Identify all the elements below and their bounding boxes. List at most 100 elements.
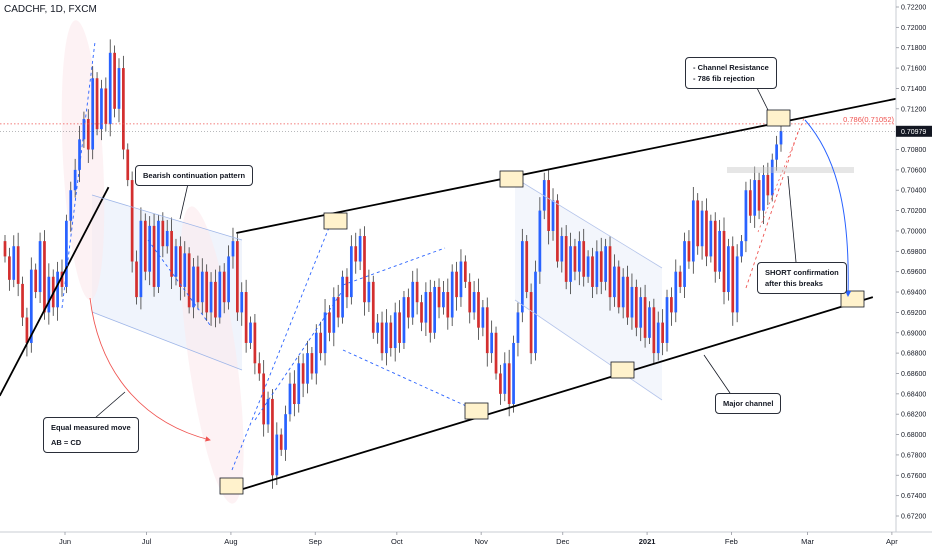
time-tick-label: Mar bbox=[801, 537, 814, 546]
time-tick-label: Jun bbox=[59, 537, 71, 546]
candle-body bbox=[91, 78, 95, 150]
candle-body bbox=[485, 307, 489, 354]
price-tick-label: 0.72200 bbox=[901, 5, 926, 12]
candle-body bbox=[731, 246, 735, 313]
candle-body bbox=[196, 266, 200, 303]
dashed-pattern-line bbox=[342, 349, 476, 411]
candle-body bbox=[411, 281, 415, 318]
time-tick-label: Sep bbox=[309, 537, 322, 546]
candle-body bbox=[582, 241, 586, 277]
candle-body bbox=[113, 52, 116, 109]
candle-body bbox=[766, 174, 770, 196]
candle-body bbox=[516, 312, 520, 343]
candle-body bbox=[214, 281, 217, 318]
candle-body bbox=[336, 297, 340, 318]
candle-body bbox=[95, 78, 99, 130]
candle-body bbox=[135, 261, 138, 298]
desc-upper-edge bbox=[514, 177, 663, 269]
candle-body bbox=[591, 256, 594, 287]
candle-body bbox=[748, 190, 752, 216]
candle-body bbox=[428, 292, 432, 333]
touch-highlight-box bbox=[464, 402, 489, 420]
price-axis-bg bbox=[896, 0, 932, 550]
candle-body bbox=[477, 292, 480, 328]
price-tick-label: 0.70200 bbox=[901, 208, 926, 215]
candle-body bbox=[770, 159, 774, 196]
candle-body bbox=[165, 230, 169, 247]
candle-body bbox=[534, 271, 537, 354]
candle-body bbox=[389, 322, 393, 349]
candle-body bbox=[691, 200, 695, 262]
candle-body bbox=[402, 297, 406, 343]
candle-body bbox=[73, 169, 77, 191]
candle-body bbox=[705, 210, 708, 257]
candle-body bbox=[481, 307, 485, 328]
candle-body bbox=[700, 210, 704, 247]
candle-body bbox=[139, 220, 143, 298]
time-tick-label: Oct bbox=[391, 537, 404, 546]
candle-body bbox=[472, 292, 476, 313]
note-short-confirmation: SHORT confirmation after this breaks bbox=[757, 262, 847, 294]
price-tick-label: 0.68600 bbox=[901, 371, 926, 378]
candle-body bbox=[319, 332, 323, 354]
candle-body bbox=[652, 307, 656, 354]
note-short-line2: after this breaks bbox=[765, 279, 823, 288]
candle-body bbox=[455, 271, 458, 298]
candle-body bbox=[297, 363, 301, 405]
price-tick-label: 0.69800 bbox=[901, 249, 926, 256]
candle-body bbox=[279, 434, 283, 450]
candle-body bbox=[398, 312, 401, 343]
candle-body bbox=[249, 322, 252, 343]
candle-body bbox=[314, 332, 318, 374]
candle-body bbox=[661, 322, 664, 343]
candle-body bbox=[236, 241, 239, 313]
note-major-channel: Major channel bbox=[715, 393, 782, 414]
candle-body bbox=[648, 307, 651, 338]
price-tick-label: 0.70000 bbox=[901, 228, 926, 235]
candle-body bbox=[529, 292, 533, 354]
dashed-pattern-line bbox=[61, 41, 96, 309]
note-bearish-text: Bearish continuation pattern bbox=[143, 171, 246, 180]
time-tick-label: Jul bbox=[142, 537, 152, 546]
candle-body bbox=[301, 363, 305, 384]
candle-body bbox=[341, 276, 344, 318]
candle-body bbox=[757, 180, 761, 211]
candle-body bbox=[595, 251, 599, 287]
candle-body bbox=[328, 312, 331, 333]
candle-body bbox=[310, 353, 314, 374]
candle-body bbox=[179, 246, 182, 287]
candle-body bbox=[446, 292, 450, 318]
candle-body bbox=[354, 246, 358, 262]
candle-body bbox=[463, 261, 467, 282]
candle-body bbox=[450, 271, 454, 318]
price-tick-label: 0.69200 bbox=[901, 310, 926, 317]
candle-body bbox=[437, 286, 441, 308]
forecast-arrow bbox=[804, 119, 852, 297]
note-resist-line2: - 786 fib rejection bbox=[693, 74, 755, 83]
candle-body bbox=[174, 246, 178, 277]
candle-body bbox=[227, 256, 230, 303]
candle-body bbox=[503, 363, 507, 394]
dashed-pattern-line bbox=[342, 247, 446, 286]
candle-body bbox=[104, 88, 108, 125]
pointer-equal bbox=[94, 391, 126, 419]
candle-body bbox=[656, 322, 660, 354]
candle-body bbox=[209, 281, 213, 313]
touch-highlight-box bbox=[219, 477, 244, 495]
candle-body bbox=[775, 144, 778, 160]
rising-wedge-upper bbox=[757, 117, 805, 233]
candle-body bbox=[670, 297, 673, 313]
price-tick-label: 0.71200 bbox=[901, 106, 926, 113]
note-channel-resistance: - Channel Resistance - 786 fib rejection bbox=[685, 57, 777, 89]
candle-body bbox=[16, 246, 20, 284]
candle-body bbox=[288, 383, 292, 415]
candle-body bbox=[490, 332, 494, 354]
candles-group bbox=[3, 39, 783, 489]
price-tick-label: 0.70600 bbox=[901, 167, 926, 174]
candle-body bbox=[608, 246, 612, 298]
candle-body bbox=[630, 286, 634, 318]
time-tick-label: Dec bbox=[556, 537, 570, 546]
price-tick-label: 0.67200 bbox=[901, 514, 926, 521]
